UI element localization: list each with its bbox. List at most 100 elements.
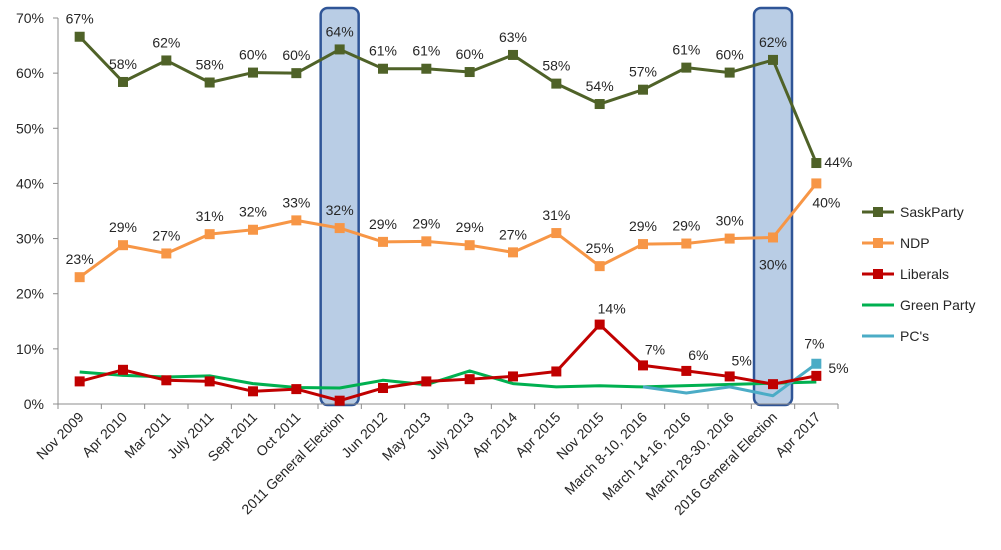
data-label-ndp: 29% [629,218,657,234]
data-label-saskparty: 58% [109,56,137,72]
point-saskparty [811,158,822,169]
point-saskparty [334,44,345,55]
data-label-ndp: 30% [759,256,787,272]
point-liberals [508,371,518,382]
point-ndp [118,240,128,251]
point-liberals [724,371,735,382]
point-liberals [204,376,215,387]
legend-label-green-party: Green Party [900,297,975,313]
x-tick-label: Nov 2009 [33,409,87,463]
point-liberals [681,365,692,376]
point-saskparty [464,67,475,78]
data-label-saskparty: 60% [282,47,310,63]
point-saskparty [248,67,258,78]
point-ndp [334,223,345,234]
point-liberals [74,376,85,387]
point-ndp [811,178,822,189]
point-ndp [681,238,692,249]
point-saskparty [551,78,562,89]
data-label-saskparty: 61% [369,43,397,59]
series-lines [74,31,822,406]
data-label-liberals: 5% [828,360,848,376]
y-tick-label: 40% [16,175,44,191]
data-label-saskparty: 62% [152,34,180,50]
point-saskparty [594,99,605,110]
point-saskparty [724,67,735,78]
point-ndp [378,236,388,247]
legend: SaskParty NDP Liberals Green Party PC's [862,204,975,344]
point-liberals [248,386,258,397]
data-label-ndp: 29% [369,216,397,232]
point-liberals [421,376,432,387]
data-label-saskparty: 67% [66,11,94,27]
point-ndp [464,240,475,251]
data-label-saskparty: 60% [239,47,267,63]
legend-label-liberals: Liberals [900,266,949,282]
point-ndp [638,239,648,250]
data-label-liberals: 5% [732,352,752,368]
data-label-liberals: 14% [598,301,626,317]
point-ndp [768,232,778,243]
data-label-liberals: 7% [645,341,665,357]
data-label-saskparty: 60% [456,46,484,62]
data-label-ndp: 31% [542,207,570,223]
data-label-ndp: 25% [586,240,614,256]
legend-marker-saskparty [873,207,883,217]
election-highlights [319,6,794,407]
data-label-saskparty: 61% [672,42,700,58]
data-label-ndp: 30% [716,213,744,229]
x-tick-label: May 2013 [379,409,434,464]
point-saskparty [638,84,648,95]
y-tick-label: 0% [24,396,44,412]
data-label-saskparty: 62% [759,34,787,50]
point-ndp [204,229,215,240]
data-label-saskparty: 57% [629,64,657,80]
series-line-pc-s [642,362,818,398]
legend-label-pc-s: PC's [900,328,929,344]
point-saskparty [681,62,692,73]
y-tick-label: 30% [16,231,44,247]
x-tick-label: Apr 2017 [772,409,824,461]
point-ndp [594,261,605,272]
y-tick-label: 20% [16,286,44,302]
point-liberals [768,379,778,390]
legend-label-ndp: NDP [900,235,930,251]
legend-marker-ndp [873,238,883,248]
x-tick-label: July 2013 [423,409,477,463]
point-ndp [421,236,432,247]
data-label-saskparty: 58% [542,58,570,74]
y-tick-label: 60% [16,65,44,81]
y-tick-label: 50% [16,120,44,136]
point-ndp [161,248,172,259]
point-saskparty [161,55,172,66]
data-label-ndp: 31% [196,208,224,224]
data-label-saskparty: 63% [499,29,527,45]
data-label-saskparty: 61% [412,43,440,59]
point-pc-s [811,358,822,369]
point-ndp [724,233,735,244]
data-label-saskparty: 58% [196,57,224,73]
point-saskparty [291,68,302,79]
data-labels: 7% 14% 7% 6% 5% 5% 23% 29% 27% 31% 32% 33% 32% 29% 29%… [66,11,853,376]
point-ndp [508,247,518,258]
point-liberals [594,319,605,330]
data-label-ndp: 23% [66,251,94,267]
data-label-liberals: 6% [688,347,708,363]
data-label-ndp: 27% [499,226,527,242]
point-saskparty [118,76,128,87]
point-ndp [74,272,85,283]
point-ndp [248,224,258,235]
point-ndp [291,215,302,226]
series-line-ndp [78,182,818,279]
data-label-ndp: 29% [412,215,440,231]
data-label-ndp: 29% [456,219,484,235]
series-line-liberals [79,323,817,403]
point-liberals [811,370,822,381]
data-label-ndp: 32% [239,204,267,220]
data-label-saskparty: 64% [326,23,354,39]
series-line-green-party [79,369,817,390]
point-liberals [551,366,562,377]
series-line-saskparty [78,35,818,164]
